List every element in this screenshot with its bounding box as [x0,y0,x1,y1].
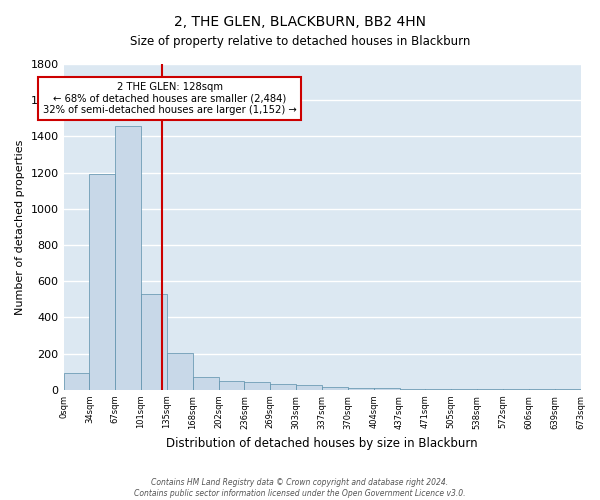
Bar [451,389,477,390]
Bar [400,389,425,390]
Text: 2, THE GLEN, BLACKBURN, BB2 4HN: 2, THE GLEN, BLACKBURN, BB2 4HN [174,15,426,29]
X-axis label: Distribution of detached houses by size in Blackburn: Distribution of detached houses by size … [166,437,478,450]
Bar [477,389,503,390]
Bar [503,389,529,390]
Bar [167,352,193,390]
Bar [529,389,554,390]
Bar [193,377,218,390]
Text: 2 THE GLEN: 128sqm
← 68% of detached houses are smaller (2,484)
32% of semi-deta: 2 THE GLEN: 128sqm ← 68% of detached hou… [43,82,296,115]
Bar [115,126,141,390]
Bar [64,372,89,390]
Bar [322,387,348,390]
Bar [89,174,115,390]
Bar [244,382,271,390]
Bar [271,384,296,390]
Bar [425,389,451,390]
Y-axis label: Number of detached properties: Number of detached properties [15,139,25,314]
Bar [348,388,374,390]
Bar [141,294,167,390]
Text: Size of property relative to detached houses in Blackburn: Size of property relative to detached ho… [130,35,470,48]
Bar [374,388,400,390]
Bar [296,386,322,390]
Bar [554,389,581,390]
Text: Contains HM Land Registry data © Crown copyright and database right 2024.
Contai: Contains HM Land Registry data © Crown c… [134,478,466,498]
Bar [218,381,244,390]
